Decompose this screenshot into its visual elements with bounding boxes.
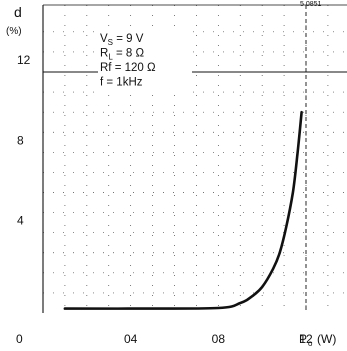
x-axis-label-unit: (W) xyxy=(317,332,336,346)
y-tick-label: 4 xyxy=(17,214,24,228)
y-axis-label: d xyxy=(14,4,22,20)
corner-label: 5 0851 xyxy=(300,1,322,8)
x-tick-label: 04 xyxy=(124,332,138,346)
annotation-line: RL = 8 Ω xyxy=(100,48,144,62)
x-tick-label: 08 xyxy=(212,332,226,346)
grid-lines xyxy=(43,5,347,313)
x-axis-label: P o (W) xyxy=(299,332,336,348)
origin-label: 0 xyxy=(16,332,23,346)
annotation-box-bg xyxy=(98,28,192,94)
series-line xyxy=(63,110,303,310)
annotation-line: VS = 9 V xyxy=(100,33,144,47)
y-tick-label: 8 xyxy=(17,133,24,147)
y-tick-label: 12 xyxy=(17,53,31,67)
x-tick-label: 12 xyxy=(299,332,313,346)
x-axis-label-main: P xyxy=(299,332,307,346)
axes xyxy=(42,4,347,313)
x-axis-label-sub: o xyxy=(308,339,313,348)
tick-labels: 4 8 12 04 08 12 xyxy=(17,53,313,346)
annotation-line: f = 1kHz xyxy=(100,77,143,89)
annotations: VS = 9 VRL = 8 ΩRf = 120 Ω f = 1kHz xyxy=(100,33,156,89)
annotation-line: Rf = 120 Ω xyxy=(100,62,156,74)
y-axis-unit: (%) xyxy=(6,26,22,37)
